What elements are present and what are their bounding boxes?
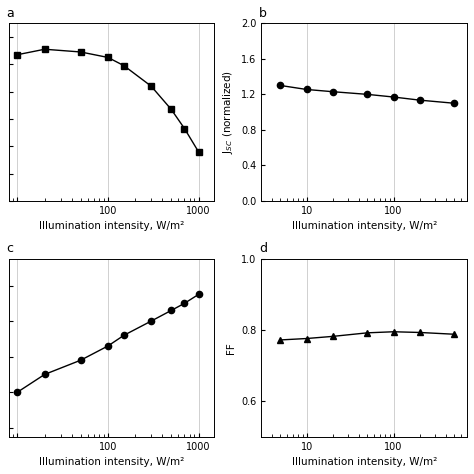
Text: d: d [259, 242, 267, 255]
X-axis label: Illumination intensity, W/m²: Illumination intensity, W/m² [292, 457, 437, 467]
Text: a: a [7, 7, 14, 20]
Y-axis label: FF: FF [226, 342, 236, 354]
X-axis label: Illumination intensity, W/m²: Illumination intensity, W/m² [292, 221, 437, 231]
Text: b: b [259, 7, 267, 20]
Y-axis label: J$_{SC}$ (normalized): J$_{SC}$ (normalized) [221, 70, 236, 154]
X-axis label: Illumination intensity, W/m²: Illumination intensity, W/m² [39, 221, 184, 231]
X-axis label: Illumination intensity, W/m²: Illumination intensity, W/m² [39, 457, 184, 467]
Text: c: c [7, 242, 14, 255]
